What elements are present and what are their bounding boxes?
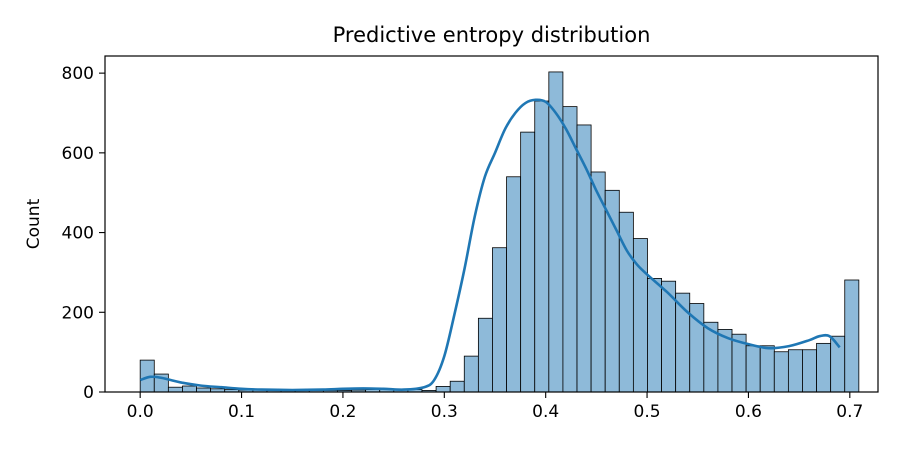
histogram-bar [435,386,451,393]
histogram-bar [534,100,550,393]
histogram-bar [647,278,662,393]
y-tick-label: 800 [62,64,94,84]
histogram-bar [182,385,197,393]
histogram-bar [562,106,578,393]
x-tick-label: 0.2 [329,402,356,422]
histogram-bar [463,355,479,393]
histogram-bar [506,176,522,393]
histogram-bar [477,317,493,393]
histogram-bar [520,131,536,393]
histogram-bar [759,345,775,393]
x-tick-label: 0.1 [228,402,255,422]
kde-curve [139,98,841,392]
histogram-bar [773,351,789,393]
y-axis: 0 200 400 600 800 [62,64,105,403]
x-tick-label: 0.4 [532,402,559,422]
histogram-bar [802,349,817,393]
histogram-bar [745,345,761,393]
y-tick-label: 400 [62,224,94,244]
x-tick-label: 0.7 [836,402,863,422]
y-tick-label: 0 [83,383,94,403]
x-tick-label: 0.3 [431,402,458,422]
histogram-bar [449,380,465,393]
kde-layer [139,98,841,392]
x-tick-label: 0.6 [735,402,762,422]
histogram-bar [492,247,507,393]
chart-title: Predictive entropy distribution [333,23,651,47]
x-tick-label: 0.5 [634,402,661,422]
x-axis: 0.0 0.1 0.2 0.3 0.4 0.5 0.6 0.7 [127,392,863,422]
histogram-bar [844,279,860,393]
plot-frame [104,55,879,393]
histogram-bar [787,349,803,393]
histogram-bar [167,386,183,393]
y-tick-label: 200 [62,303,94,323]
y-tick-label: 600 [62,144,94,164]
x-tick-label: 0.0 [127,402,154,422]
histogram-bar [816,342,832,393]
y-axis-label: Count [24,198,44,249]
bars-layer [139,71,860,393]
